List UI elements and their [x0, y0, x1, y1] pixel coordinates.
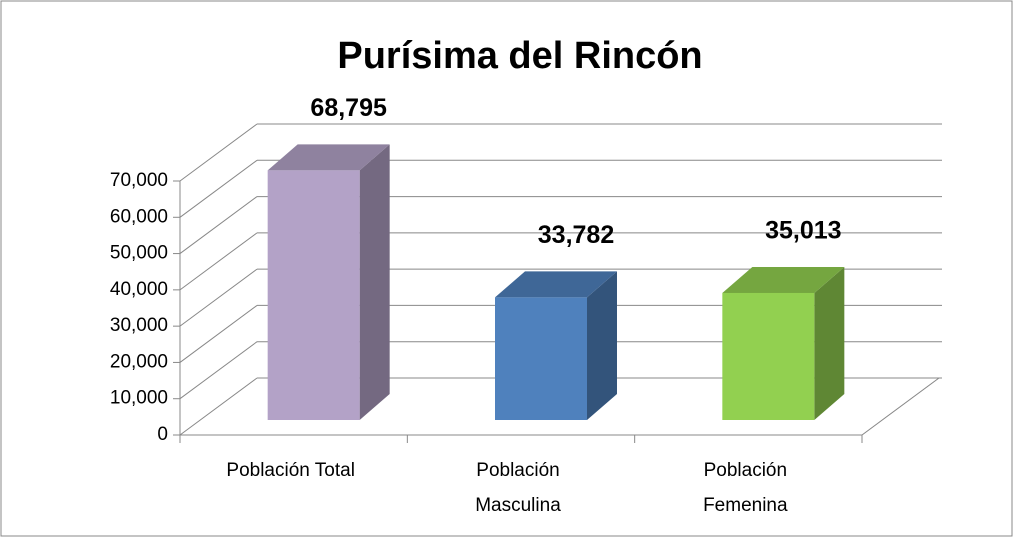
bar	[495, 297, 587, 420]
y-tick-label: 20,000	[110, 351, 168, 372]
bar-side	[587, 271, 617, 420]
y-tick-label: 60,000	[110, 206, 168, 227]
y-tick-label: 10,000	[110, 388, 168, 409]
x-tick-label: Población Femenina	[703, 460, 788, 516]
value-label: 35,013	[765, 217, 841, 245]
bar-top	[267, 144, 390, 171]
y-tick-label: 70,000	[110, 170, 168, 191]
bar-side	[814, 266, 845, 420]
value-label: 33,782	[538, 221, 614, 249]
grid-line-side	[179, 159, 258, 218]
x-tick-label: Población Total	[226, 460, 355, 481]
bar-top	[495, 271, 617, 298]
grid-line-side	[179, 268, 258, 327]
x-tick-label: Población Masculina	[475, 460, 561, 516]
grid-line-side	[179, 377, 258, 436]
bar	[722, 292, 815, 420]
grid-line-side	[179, 196, 258, 254]
grid-line-side	[179, 123, 258, 182]
grid-line-side	[179, 341, 258, 400]
bar-top	[722, 266, 845, 293]
grid-line-side	[179, 232, 258, 291]
grid-line-side	[179, 305, 258, 363]
bar	[267, 170, 360, 420]
y-tick-label: 0	[157, 424, 168, 445]
chart-title: Purísima del Rincón	[337, 35, 702, 77]
bar-side	[359, 144, 390, 420]
y-tick-label: 50,000	[110, 243, 168, 264]
y-tick-label: 30,000	[110, 315, 168, 336]
y-tick-label: 40,000	[110, 279, 168, 300]
value-label: 68,795	[310, 94, 387, 122]
